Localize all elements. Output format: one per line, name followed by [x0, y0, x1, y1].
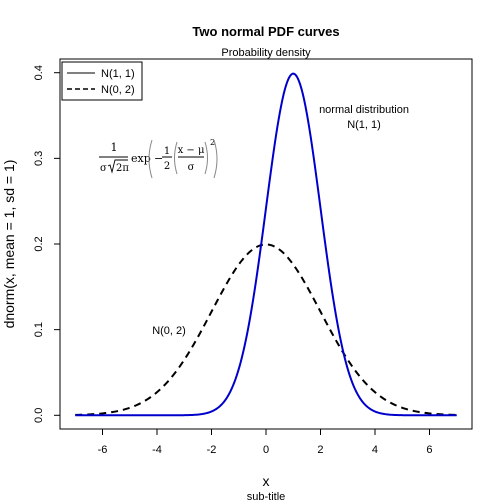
annotation-normal-distribution: normal distribution [319, 104, 409, 116]
chart-subtitle: Probability density [221, 47, 311, 59]
y-axis: 0.0 0.1 0.2 0.3 0.4 [33, 65, 60, 423]
y-tick-label: 0.3 [33, 151, 45, 166]
formula-sqrt-sign [107, 159, 128, 174]
annotation-n0-2: N(0, 2) [152, 325, 186, 337]
formula-exp: exp [131, 152, 151, 165]
chart-title: Two normal PDF curves [192, 24, 339, 39]
x-tick-label: 6 [426, 444, 432, 456]
formula-sigma: σ [100, 163, 107, 174]
formula-two-pi: 2π [116, 163, 129, 174]
formula-right-paren [213, 139, 218, 179]
x-axis-label: x [263, 473, 270, 489]
series-line-n1-1 [75, 72, 457, 417]
x-axis: -6 -4 -2 0 2 4 6 [98, 429, 433, 456]
formula-inner-right-paren [204, 141, 208, 175]
formula-half-den: 2 [164, 161, 170, 172]
series-line-n0-2 [75, 243, 457, 416]
formula-power: 2 [210, 138, 215, 147]
annotation-n1-1: N(1, 1) [347, 119, 381, 131]
legend-label-n1-1: N(1, 1) [101, 68, 135, 80]
y-tick-label: 0.0 [33, 408, 45, 423]
sub-title: sub-title [247, 491, 286, 503]
y-axis-label: dnorm(x, mean = 1, sd = 1) [1, 160, 17, 329]
x-tick-label: 2 [317, 444, 323, 456]
x-tick-label: -6 [98, 444, 108, 456]
formula-inner-left-paren [174, 141, 178, 175]
x-tick-label: 0 [263, 444, 269, 456]
pdf-formula: 1 σ 2π exp − 1 2 x − μ σ 2 [99, 138, 218, 179]
formula-sigma-den: σ [188, 162, 195, 173]
legend-label-n0-2: N(0, 2) [101, 84, 135, 96]
legend: N(1, 1) N(0, 2) [61, 61, 143, 101]
y-tick-label: 0.2 [33, 236, 45, 251]
formula-numerator: 1 [111, 141, 118, 154]
y-tick-label: 0.4 [33, 65, 45, 80]
x-tick-label: -4 [152, 444, 162, 456]
formula-left-paren [148, 139, 153, 179]
x-tick-label: 4 [372, 444, 378, 456]
formula-minus: − [154, 152, 163, 165]
legend-box [61, 61, 143, 101]
formula-half-num: 1 [164, 146, 170, 157]
formula-x-minus-mu: x − μ [178, 145, 205, 156]
plot-frame [59, 58, 473, 430]
x-tick-label: -2 [207, 444, 217, 456]
y-tick-label: 0.1 [33, 322, 45, 337]
